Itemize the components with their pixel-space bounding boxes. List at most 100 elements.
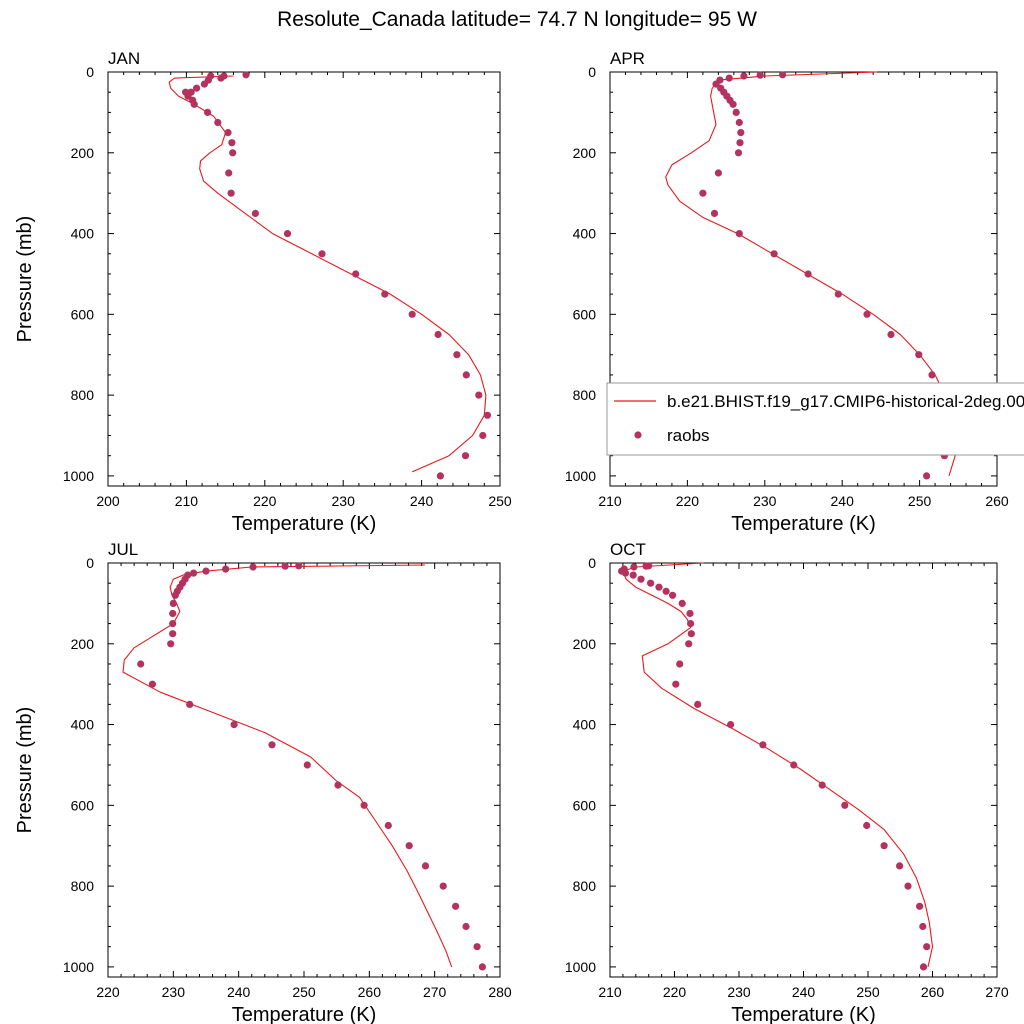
raobs-point (225, 169, 233, 177)
raobs-point (452, 902, 460, 910)
raobs-point (281, 562, 289, 570)
raobs-point (863, 310, 871, 318)
y-tick-label: 200 (573, 636, 597, 652)
panel-apr: APR 210 220 230 240 250 260 0 200 400 600 800 1000 Te… (565, 49, 1009, 535)
raobs-point (222, 565, 230, 573)
raobs-point (655, 583, 663, 591)
raobs-point (137, 660, 145, 668)
raobs-point (249, 563, 257, 571)
panel-title-jan: JAN (108, 49, 140, 68)
raobs-point (735, 118, 743, 127)
x-tick-label: 200 (96, 493, 120, 509)
raobs-point (834, 290, 842, 298)
raobs-point (779, 71, 787, 79)
figure-title: Resolute_Canada latitude= 74.7 N longitu… (277, 8, 757, 31)
raobs-point (694, 700, 702, 709)
x-tick-label: 270 (423, 984, 447, 1000)
raobs-point (251, 209, 259, 217)
raobs-point (193, 84, 201, 92)
x-tick-label: 220 (676, 493, 700, 509)
raobs-point (678, 599, 686, 608)
y-tick-label: 400 (71, 226, 95, 242)
raobs-point (190, 100, 198, 108)
raobs-point (434, 330, 442, 339)
raobs-point (224, 129, 232, 137)
raobs-point (295, 562, 303, 570)
raobs-point (672, 680, 680, 688)
x-axis-label: Temperature (K) (731, 1004, 876, 1024)
y-tick-label: 0 (86, 64, 94, 80)
raobs-point (880, 842, 888, 850)
x-tick-label: 280 (488, 984, 512, 1000)
x-tick-label: 260 (358, 984, 382, 1000)
raobs-point (686, 609, 694, 618)
raobs-point (729, 100, 737, 108)
raobs-point (916, 902, 924, 910)
raobs-point (421, 862, 430, 870)
raobs-point (228, 139, 236, 147)
raobs-point (919, 963, 928, 971)
raobs-point (352, 270, 360, 278)
raobs-point (303, 761, 311, 769)
raobs-point (242, 71, 250, 79)
raobs-point (790, 761, 798, 769)
raobs-point (461, 452, 470, 460)
x-tick-label: 230 (332, 493, 356, 509)
plot-frame (107, 71, 501, 487)
y-axis-label: Pressure (mb) (14, 216, 36, 343)
raobs-point (737, 129, 745, 137)
y-axis-label: Pressure (mb) (14, 707, 36, 834)
raobs-point (479, 431, 487, 440)
x-tick-label: 250 (488, 493, 512, 509)
y-tick-label: 800 (71, 878, 95, 894)
x-tick-label: 240 (410, 493, 434, 509)
x-tick-label: 230 (753, 493, 777, 509)
raobs-point (770, 250, 778, 258)
x-tick-label: 220 (253, 493, 277, 509)
raobs-point (182, 88, 190, 96)
raobs-point (384, 821, 392, 830)
raobs-point (202, 567, 210, 575)
raobs-point (732, 108, 740, 116)
raobs-point (818, 781, 826, 789)
x-tick-label: 220 (663, 984, 687, 1000)
x-tick-label: 230 (162, 984, 186, 1000)
raobs-point (475, 391, 483, 399)
raobs-point (453, 351, 461, 359)
raobs-point (436, 472, 444, 480)
panel-jul: JUL 220 230 240 250 260 270 280 0 200 400 600 800 100… (14, 540, 512, 1024)
panel-title-apr: APR (610, 49, 645, 68)
raobs-point (699, 189, 707, 197)
y-tick-label: 600 (573, 306, 597, 322)
x-tick-label: 250 (856, 984, 880, 1000)
x-tick-label: 220 (96, 984, 120, 1000)
raobs-point (169, 630, 177, 638)
raobs-point (190, 569, 198, 577)
raobs-point (629, 571, 637, 579)
raobs-point (662, 587, 670, 595)
raobs-point (676, 660, 684, 668)
raobs-point (923, 943, 931, 951)
raobs-point (734, 149, 743, 157)
raobs-point (483, 411, 492, 419)
raobs-point (687, 620, 695, 628)
raobs-point (207, 72, 215, 80)
model-profile-line (122, 564, 453, 968)
raobs-point (186, 700, 194, 709)
raobs-point (841, 801, 849, 809)
raobs-point (669, 591, 677, 599)
raobs-point (919, 922, 927, 931)
panel-title-oct: OCT (610, 540, 646, 559)
x-tick-label: 260 (985, 493, 1009, 509)
x-axis-label: Temperature (K) (232, 1004, 377, 1024)
raobs-point (725, 74, 733, 82)
y-tick-label: 0 (588, 64, 596, 80)
raobs-point (283, 230, 292, 238)
raobs-point (621, 569, 630, 577)
x-axis-label: Temperature (K) (731, 513, 876, 535)
raobs-point (478, 963, 486, 971)
y-tick-label: 800 (573, 387, 597, 403)
raobs-point (167, 640, 175, 648)
legend-marker-label: raobs (667, 426, 710, 445)
raobs-point (642, 562, 650, 570)
